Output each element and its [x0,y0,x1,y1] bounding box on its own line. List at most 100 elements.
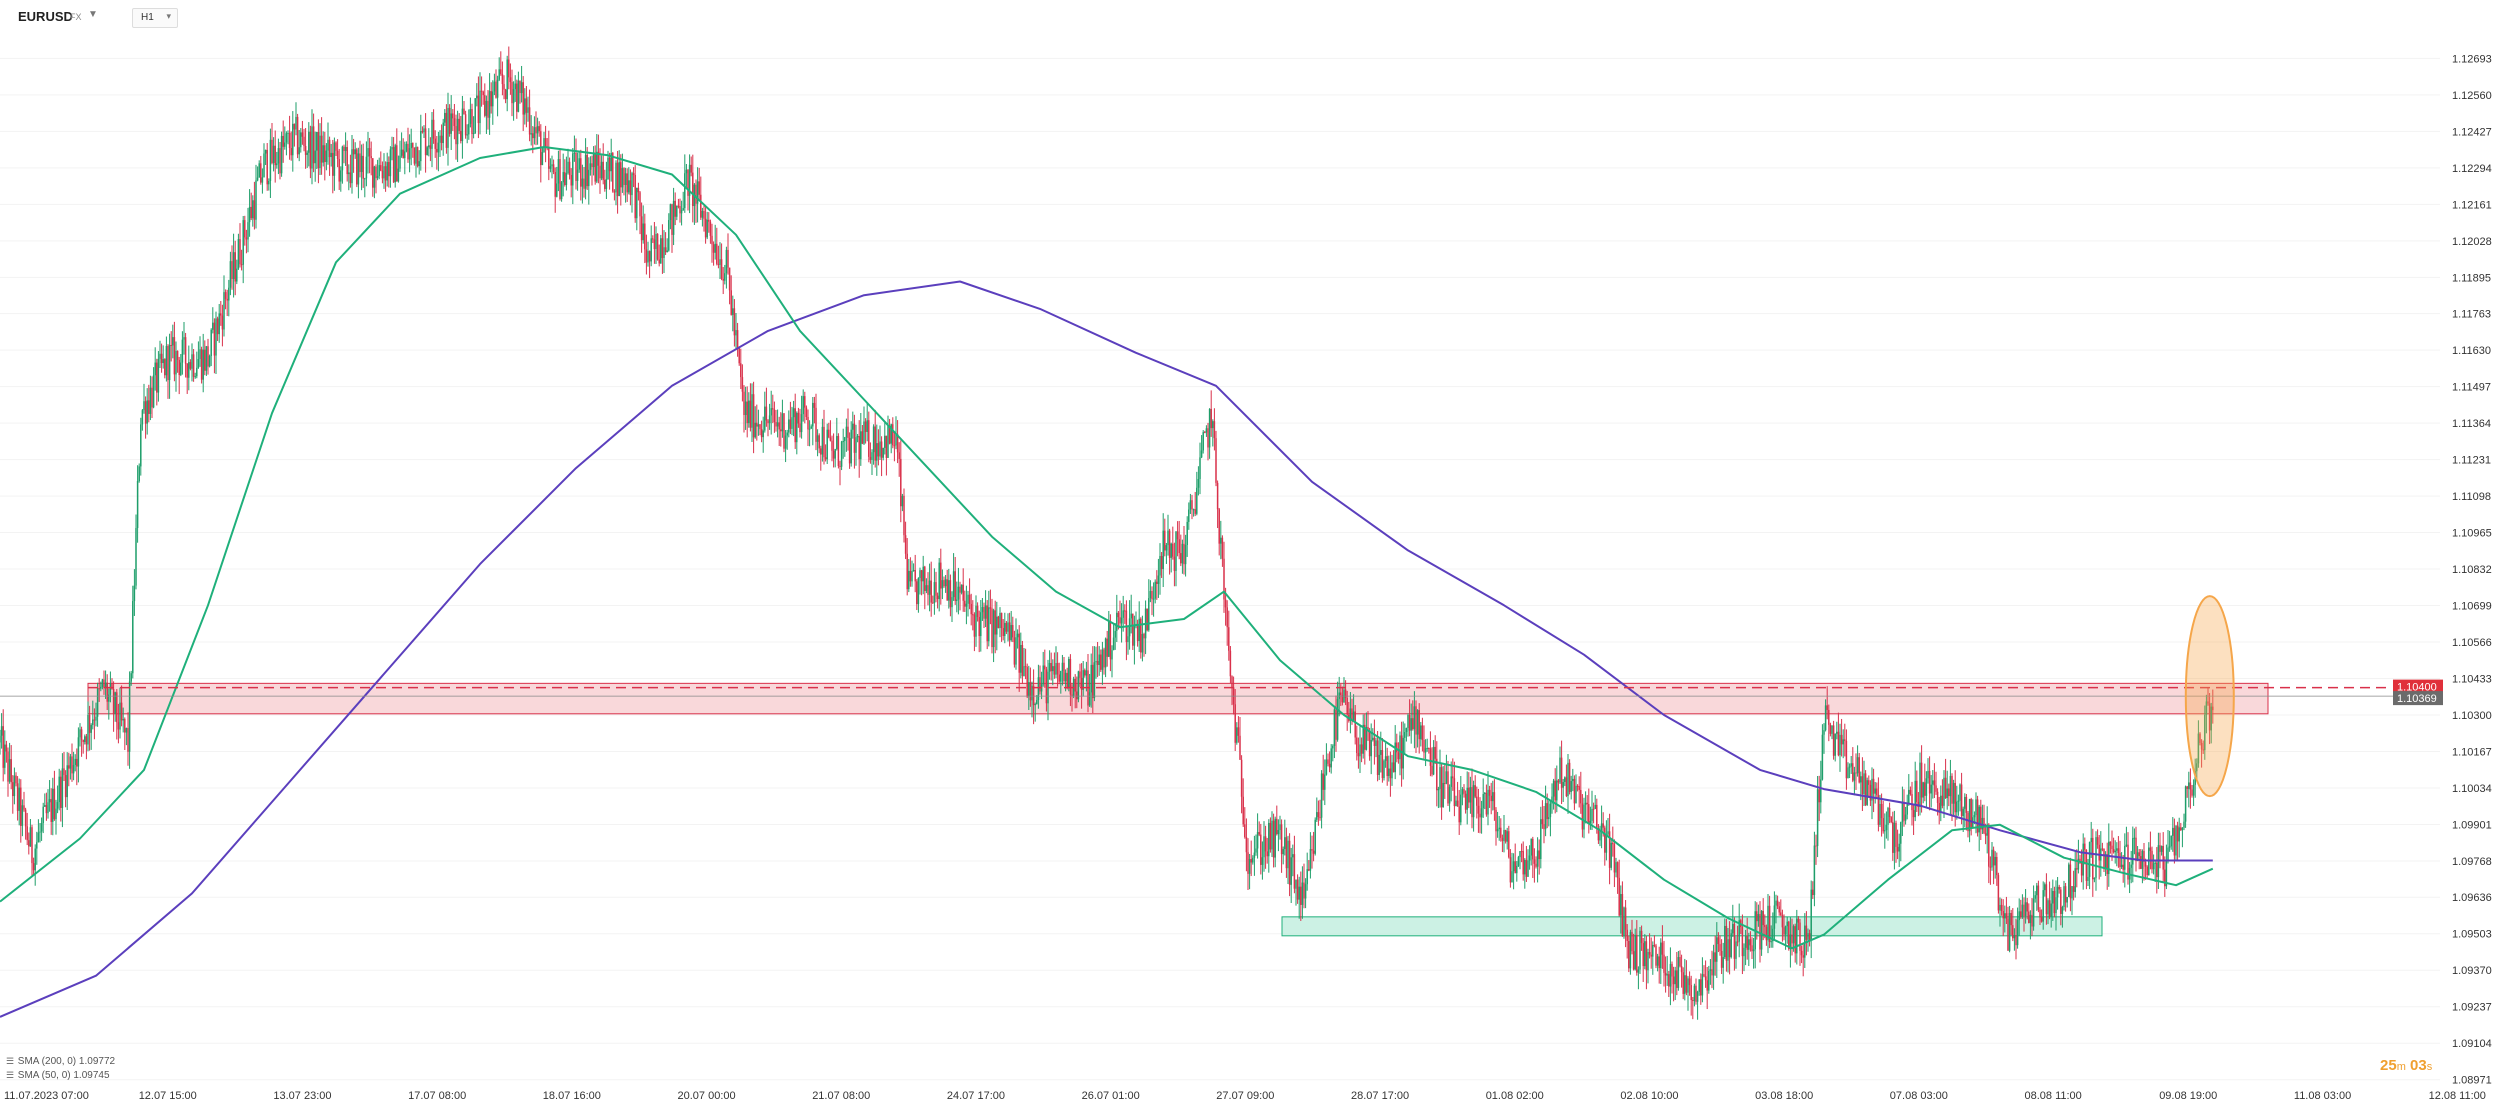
candle-body [906,553,908,590]
indicator-legend-sma50[interactable]: ☰ SMA (50, 0) 1.09745 [6,1070,110,1081]
price-axis[interactable]: 1.12693 1.12560 1.12427 1.12294 1.12161 1.120… [2452,53,2492,1086]
moving-averages [0,146,2214,1018]
candle-body [764,406,766,431]
candle-body [1093,662,1096,699]
candle-body [1180,553,1182,564]
candle-body [1839,734,1841,756]
candle-body [1757,914,1760,922]
candle-body [1703,974,1705,977]
candle-body [1519,851,1521,858]
candle-body [101,679,104,687]
candle-body [1679,957,1681,967]
candle-body [1466,787,1468,810]
chevron-down-icon[interactable]: ▼ [88,9,98,20]
candle-body [984,605,987,619]
candle-body [1229,650,1232,677]
candle-body [400,149,403,156]
candle-body [770,408,772,416]
candle-body [1336,698,1339,740]
candle-body [999,612,1001,628]
candle-body [1584,802,1587,805]
candle-body [1223,558,1225,600]
candle-body [420,131,422,162]
candle-body [2028,911,2030,924]
candle-body [615,162,617,193]
candle-body [885,435,888,458]
candle-body [1191,500,1193,510]
candle-body [1376,740,1379,775]
settings-icon[interactable]: ☰ [6,1056,15,1066]
candle-body [56,802,59,809]
candle-body [778,422,780,430]
candle-body [1170,543,1172,558]
candle-body [1066,672,1068,688]
candle-body [1296,879,1299,900]
x-tick-label: 07.08 03:00 [1890,1090,1948,1102]
candle-body [1184,544,1187,565]
candle-body [901,495,904,507]
candle-body [370,156,372,159]
candle-body [472,133,475,135]
candle-body [234,252,236,282]
candle-body [1704,976,1707,981]
candle-body [2116,848,2118,851]
candle-body [596,151,598,182]
candle-body [173,337,176,375]
candle-body [397,168,400,182]
candle-body [559,159,561,200]
candle-body [119,702,121,730]
candle-body [1805,925,1808,940]
x-tick-label: 21.07 08:00 [812,1090,870,1102]
candle-body [1920,762,1923,798]
candle-body [1127,636,1129,643]
candle-body [1832,725,1835,756]
candle-body [111,683,113,689]
candle-body [751,394,753,428]
candle-body [186,363,188,378]
candle-body [1008,622,1011,641]
candle-body [568,161,571,175]
indicator-legend-sma200[interactable]: ☰ SMA (200, 0) 1.09772 [6,1056,115,1067]
candle-body [1663,954,1665,973]
candle-body [1517,857,1520,866]
candle-body [1866,780,1868,805]
candle-body [1119,617,1121,624]
x-tick-label: 03.08 18:00 [1755,1090,1813,1102]
candle-body [786,432,788,436]
candle-body [1391,762,1393,779]
candle-body [1320,773,1323,818]
candle-body [1063,662,1065,682]
timeframe-select[interactable]: H1 ▾ [132,8,178,28]
candle-body [96,688,99,717]
time-axis[interactable]: 11.07.2023 07:00 12.07 15:00 13.07 23:00 17… [4,1090,2486,1102]
candle-body [1012,625,1014,638]
candle-body [652,238,654,240]
candle-body [2154,862,2156,864]
candle-body [2172,827,2174,836]
candle-body [376,176,379,179]
candle-body [1581,803,1584,830]
candle-body [2111,845,2113,850]
candle-body [1572,778,1574,782]
symbol-label[interactable]: EURUSD [18,9,73,24]
candle-body [1685,975,1688,993]
candle-body [1668,974,1670,987]
candle-body [1794,926,1796,954]
candle-body [1978,806,1980,833]
candle-body [404,151,406,159]
candle-body [357,153,360,185]
candle-body [976,605,979,617]
candle-body [242,220,244,265]
candle-body [1896,846,1899,852]
candle-body [1444,782,1446,784]
candle-body [735,330,737,336]
candle-body [1516,865,1518,874]
candle-body [1616,862,1619,878]
candle-body [1386,756,1388,777]
candle-body [746,401,748,424]
settings-icon[interactable]: ☰ [6,1070,15,1080]
candle-body [1991,849,1993,868]
candle-body [1474,785,1476,797]
candle-body [1333,709,1336,746]
